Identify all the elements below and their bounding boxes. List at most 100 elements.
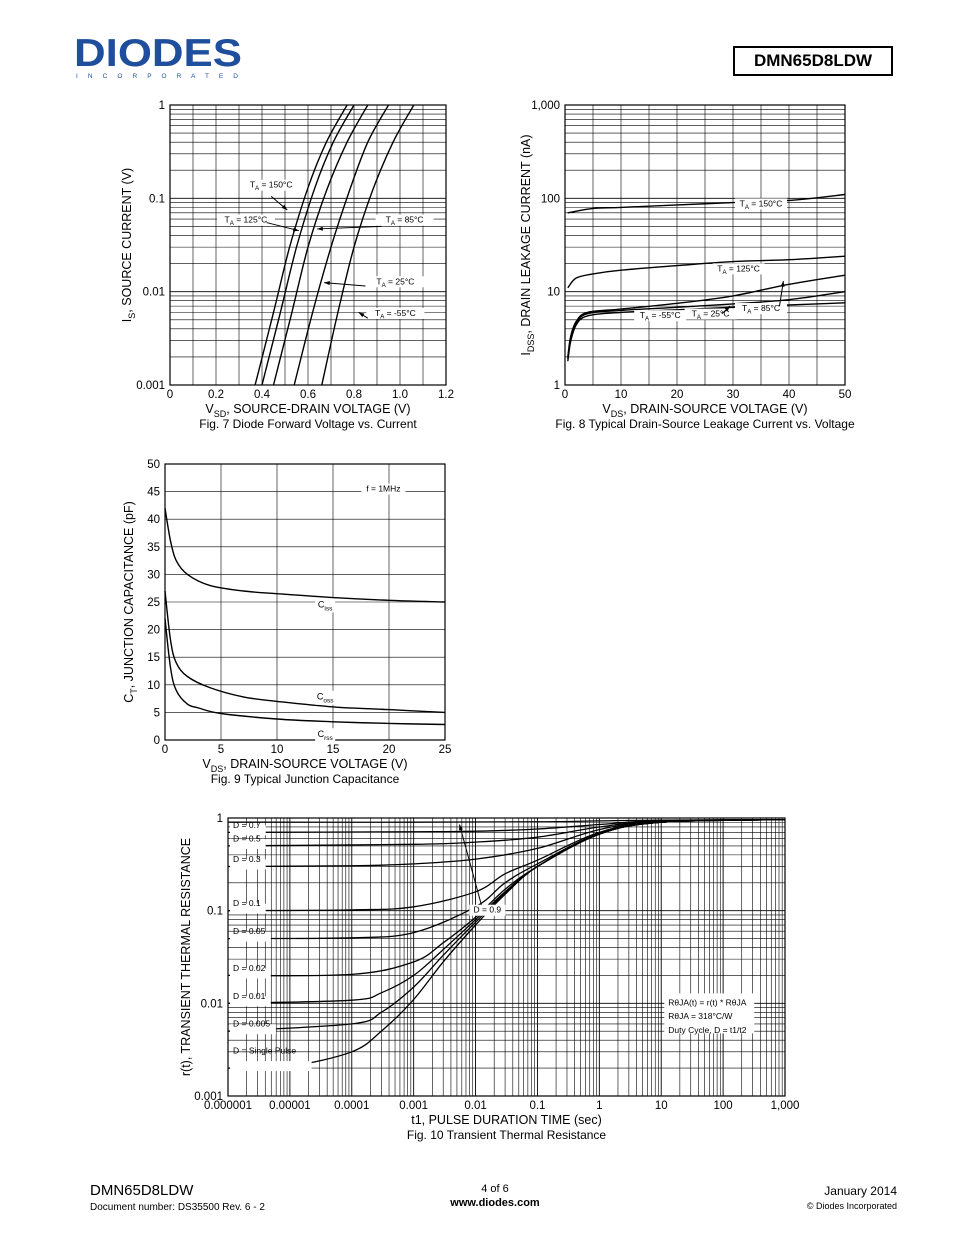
footer-url-link[interactable]: www.diodes.com — [450, 1197, 540, 1209]
y-axis-label: r(t), TRANSIENT THERMAL RESISTANCE — [179, 838, 193, 1076]
footer-part-number: DMN65D8LDW — [90, 1182, 194, 1199]
footer-left: DMN65D8LDW Document number: DS35500 Rev.… — [90, 1182, 265, 1213]
series-line-3 — [227, 818, 786, 868]
annotation-label: TA = 150°C — [250, 180, 293, 193]
diodes-logo: DIODES I N C O R P O R A T E D — [74, 32, 250, 84]
annotation-bg — [366, 307, 425, 319]
x-tick-label: 0 — [167, 389, 173, 401]
annotation-label: TA = 125°C — [717, 263, 760, 276]
series-line-9 — [227, 818, 786, 1069]
series-label: D = 0.02 — [233, 963, 266, 973]
y-tick-label: 1,000 — [531, 100, 560, 112]
series-label-bg — [230, 825, 266, 836]
x-tick-label: 20 — [671, 389, 684, 401]
x-axis-label: t1, PULSE DURATION TIME (sec) — [411, 1113, 602, 1127]
series-label-bg — [230, 931, 271, 942]
y-tick-label: 20 — [147, 625, 160, 637]
chart-title: Fig. 9 Typical Junction Capacitance — [211, 772, 400, 786]
fig10-grid — [227, 818, 785, 1097]
y-tick-label: 15 — [147, 652, 160, 664]
series-line-6 — [227, 818, 786, 977]
series-line-3 — [293, 104, 390, 386]
series-line-1 — [261, 104, 355, 386]
series-line-2 — [272, 104, 369, 386]
annotation-label: TA = 150°C — [740, 198, 783, 211]
x-tick-label: 0.00001 — [269, 1100, 311, 1112]
x-tick-label: 1.0 — [392, 389, 408, 401]
series-label: D = 0.05 — [233, 926, 266, 936]
y-tick-label: 0.1 — [207, 906, 223, 918]
annotation-bg — [735, 198, 787, 210]
x-tick-label: 0 — [162, 744, 168, 756]
series-label: D = 0.01 — [233, 991, 266, 1001]
series-label-bg — [230, 903, 266, 914]
annotation-arrowhead — [358, 312, 365, 318]
x-tick-label: 1 — [596, 1100, 602, 1112]
annotation-label: TA = 85°C — [742, 303, 780, 316]
logo-wordmark: DIODES — [74, 34, 242, 75]
part-number: DMN65D8LDW — [753, 51, 873, 70]
x-tick-label: 0.001 — [399, 1100, 428, 1112]
y-tick-label: 0 — [154, 735, 160, 747]
annotation-bg — [735, 303, 787, 315]
annotation-label: TA = -55°C — [375, 308, 416, 321]
annotation-arrowhead — [780, 281, 785, 287]
formula-label: Duty Cycle, D = t1/t2 — [668, 1025, 746, 1035]
y-tick-label: 50 — [147, 459, 160, 471]
x-tick-label: 25 — [439, 744, 452, 756]
x-tick-label: 1.2 — [438, 389, 454, 401]
x-tick-label: 10 — [615, 389, 628, 401]
y-tick-label: 30 — [147, 569, 160, 581]
annotation-label: D = 0.9 — [474, 905, 502, 915]
annotation-label: Crss — [318, 729, 334, 742]
annotation-bg — [684, 308, 737, 320]
annotation-arrow — [324, 282, 366, 287]
annotation-arrowhead — [281, 204, 288, 210]
annotation-arrowhead — [458, 824, 463, 831]
y-tick-label: 1 — [159, 100, 165, 112]
series-line-1 — [164, 590, 446, 714]
annotation-bg — [216, 214, 275, 226]
y-tick-label: 40 — [147, 514, 160, 526]
annotation-label: TA = 25°C — [692, 309, 730, 322]
series-line-2 — [567, 274, 846, 358]
footer-date: January 2014 — [824, 1184, 897, 1198]
annotation-arrowhead — [724, 306, 731, 312]
series-label: D = Single Pulse — [233, 1046, 296, 1056]
x-tick-label: 30 — [727, 389, 740, 401]
annotation-arrowhead — [317, 226, 323, 231]
x-tick-label: 0.4 — [254, 389, 271, 401]
annotation-bg — [375, 214, 434, 226]
y-axis-label: IS, SOURCE CURRENT (V) — [120, 168, 137, 322]
annotation-bg — [634, 310, 687, 322]
footer-center: 4 of 6 www.diodes.com — [400, 1183, 590, 1209]
x-axis-label: VDS, DRAIN-SOURCE VOLTAGE (V) — [602, 402, 807, 419]
annotation-label: TA = -55°C — [640, 310, 681, 323]
x-tick-label: 5 — [218, 744, 224, 756]
annotation-bg — [361, 483, 406, 495]
x-tick-label: 50 — [839, 389, 852, 401]
series-label: D = 0.005 — [233, 1019, 270, 1029]
series-line-1 — [567, 255, 846, 289]
y-tick-label: 0.01 — [143, 287, 165, 299]
y-tick-label: 25 — [147, 597, 160, 609]
annotation-arrowhead — [292, 227, 299, 232]
formula-label: RθJA(t) = r(t) * RθJA — [668, 997, 746, 1007]
annotation-bg — [315, 690, 336, 705]
x-tick-label: 0.01 — [464, 1100, 486, 1112]
y-tick-label: 5 — [154, 707, 160, 719]
y-tick-label: 0.001 — [194, 1091, 223, 1103]
fig7-plot-frame — [169, 104, 447, 386]
annotation-label: Ciss — [318, 600, 333, 613]
annotation-arrowhead — [324, 281, 330, 286]
y-tick-label: 1 — [217, 813, 223, 825]
y-tick-label: 10 — [547, 287, 560, 299]
x-tick-label: 0.6 — [300, 389, 316, 401]
series-line-0 — [567, 193, 846, 214]
series-label: D = 0.7 — [233, 820, 261, 830]
series-line-0 — [164, 508, 446, 603]
series-label-bg — [230, 838, 266, 849]
x-tick-label: 0.1 — [529, 1100, 545, 1112]
